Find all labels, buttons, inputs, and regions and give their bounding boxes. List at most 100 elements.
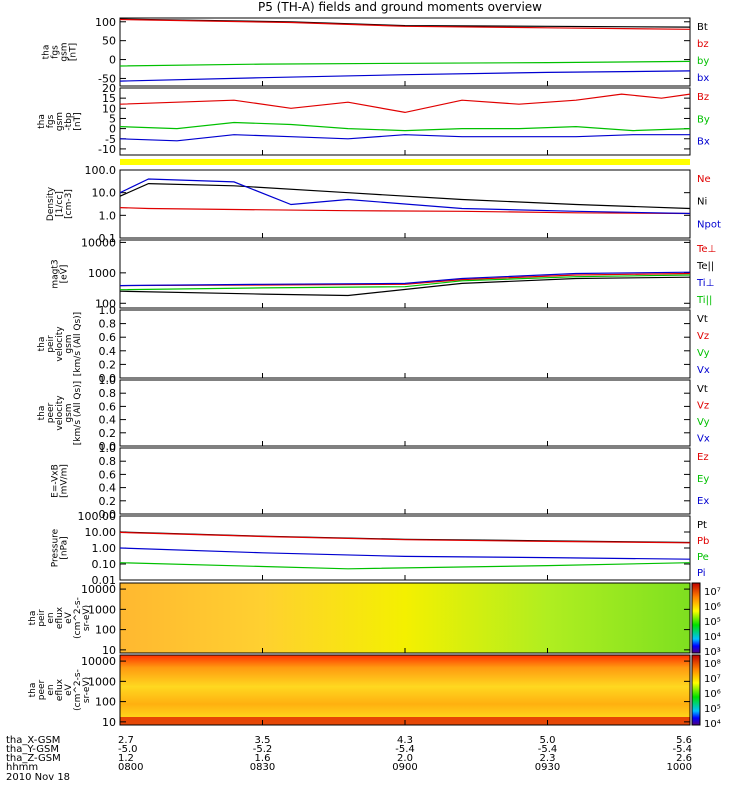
y-tick-label: 0.0 [99,440,117,453]
y-tick-label: 10000 [81,655,116,668]
y-axis-label: sr-eV) [82,677,92,703]
series-line-Pt [119,531,691,544]
legend-entry: Vz [697,331,709,342]
y-tick-label: 10000 [81,583,116,596]
panel-frame [119,87,691,156]
y-tick-label: 1000 [88,603,116,616]
x-tick-label: 5.0 [540,735,556,746]
panel-peir-spec [119,582,701,654]
y-axis-label: tha [28,611,38,626]
legend-entry: Ey [697,474,709,485]
y-axis-label: [cm-3] [64,189,74,219]
colorbar [691,654,701,726]
x-axis-row-label: tha_Z-GSM [6,753,61,764]
legend-entry: by [697,56,709,67]
x-tick-label: 2.3 [540,753,556,764]
y-tick-label: -10 [98,143,116,156]
panel-efield [119,447,691,515]
x-tick-label: 3.5 [255,735,271,746]
y-axis-label: [mV/m] [60,464,70,498]
panel-pressure [119,515,691,581]
y-tick-label: 100 [95,624,116,637]
y-axis-label: velocity [55,326,65,362]
y-tick-label: 10000 [81,236,116,249]
series-line-by [119,60,691,67]
panel-temperature [119,239,691,309]
electron-spectrogram [120,655,690,725]
y-axis-label: peer [46,402,56,423]
colorbar-tick-label: 10⁸ [704,659,721,670]
x-axis-row-label: hhmm [6,762,38,773]
y-axis-label: peer [37,679,47,700]
panel-frame [119,515,691,581]
y-tick-label: 0.10 [92,558,117,571]
legend-entry: bz [697,39,709,50]
y-axis-label: Pressure [51,528,61,567]
y-tick-label: 15 [102,92,116,105]
y-axis-label: (cm^2-s- [73,597,83,639]
y-axis-label: -tbp [64,112,74,130]
legend-entry: Pt [697,520,707,531]
series-line-Bz [119,93,691,114]
legend-entry: Bt [697,22,708,33]
y-tick-label: 10 [102,102,116,115]
y-tick-label: 10.00 [85,526,117,539]
y-axis-label: [km/s (All Qs)] [73,312,83,376]
y-tick-label: 1000 [88,675,116,688]
series-line-Pi [119,547,691,560]
y-tick-label: 100 [95,297,116,310]
x-tick-label: -5.4 [538,744,558,755]
y-axis-label: E=-VxB [51,464,61,498]
y-axis-label: fgs [46,114,56,128]
x-tick-label: 2.7 [118,735,134,746]
colorbar-tick-label: 10⁵ [704,704,721,715]
panel-peir-velocity [119,309,691,379]
y-tick-label: 0.1 [99,232,117,245]
legend-entry: Vy [697,348,710,359]
y-tick-label: 100.0 [85,164,117,177]
legend-entry: Vz [697,401,709,412]
y-tick-label: 0.8 [99,318,117,331]
legend-entry: Bz [697,92,709,103]
colorbar-tick-label: 10⁵ [704,617,721,628]
y-tick-label: 0.2 [99,358,117,371]
x-tick-label: -5.0 [118,744,138,755]
y-tick-label: 50 [102,35,116,48]
y-axis-label: tha [37,114,47,129]
legend-entry: Vy [697,417,710,428]
date-label: 2010 Nov 18 [6,772,70,783]
legend-entry: Te⊥ [696,244,716,255]
status-bar [120,159,690,165]
x-tick-label: 1000 [667,762,692,773]
x-tick-label: 1.6 [255,753,271,764]
y-axis-label: eV [64,683,74,696]
y-axis-label: peir [37,609,47,627]
colorbar-tick-label: 10⁶ [704,689,721,700]
y-tick-label: -50 [98,72,116,85]
x-tick-label: 0900 [392,762,417,773]
legend-entry: Vt [697,384,708,395]
y-tick-label: 0.4 [99,414,117,427]
panel-frame [119,379,691,447]
legend-entry: Te|| [696,261,714,272]
y-tick-label: 10 [102,644,116,657]
series-line-By [119,121,691,132]
x-tick-label: 2.0 [397,753,413,764]
y-axis-label: [nT] [69,43,79,61]
y-axis-label: Density [46,186,56,221]
x-tick-label: 0800 [118,762,143,773]
ion-spectrogram [120,583,690,653]
x-axis-row-label: tha_X-GSM [6,735,60,746]
y-tick-label: 1.0 [99,209,117,222]
y-axis-label: [1/cc] [55,191,65,217]
y-axis-label: fgs [51,45,61,59]
y-tick-label: 0 [109,54,116,67]
y-tick-label: 0.6 [99,468,117,481]
legend-entry: Ne [697,174,711,185]
x-tick-label: 1.2 [118,753,134,764]
series-line-Bx [119,134,690,142]
legend-entry: Vx [697,434,710,445]
x-tick-label: 4.3 [397,735,413,746]
y-tick-label: 0 [109,123,116,136]
